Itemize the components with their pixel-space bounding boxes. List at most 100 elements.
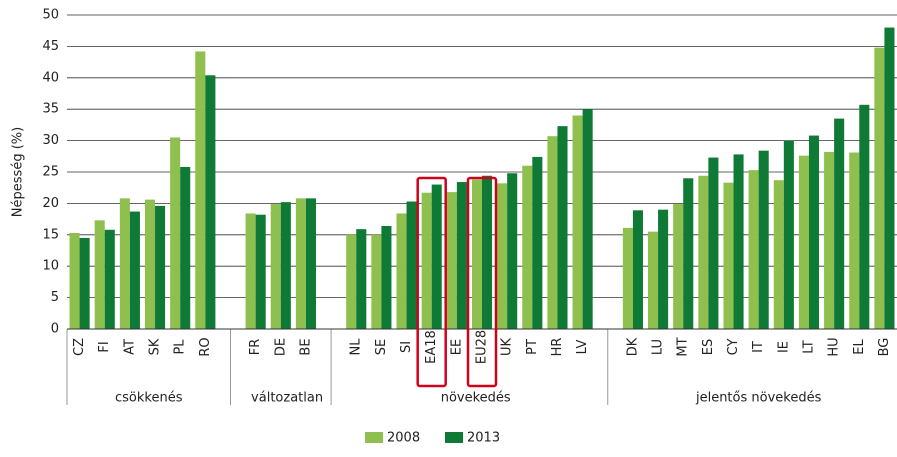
legend-label: 2013 — [467, 431, 500, 446]
bar — [874, 47, 885, 329]
highlight-box — [416, 176, 447, 388]
bar — [824, 151, 835, 329]
x-tick-label: ES — [701, 339, 716, 355]
bar — [421, 192, 432, 329]
bar — [104, 229, 115, 329]
bar — [305, 198, 316, 329]
x-tick-label: DE — [273, 338, 288, 356]
bar — [482, 175, 493, 329]
bar — [884, 27, 895, 330]
x-tick-label: PT — [525, 339, 540, 355]
y-tick-label: 20 — [42, 196, 59, 211]
x-tick-label: UK — [500, 338, 515, 357]
bar — [622, 227, 633, 329]
bar — [371, 234, 382, 329]
x-tick-label: SI — [399, 341, 414, 353]
bar — [280, 202, 291, 329]
bar — [119, 198, 130, 329]
bar — [270, 204, 281, 329]
x-tick-label: NL — [349, 338, 364, 356]
legend-swatch — [365, 432, 383, 443]
bar — [733, 154, 744, 329]
x-tick-label: EU28 — [475, 330, 490, 364]
bar — [431, 184, 442, 329]
y-tick-label: 50 — [42, 8, 59, 23]
bar — [658, 209, 669, 329]
bar — [849, 152, 860, 329]
bar — [456, 182, 467, 329]
bar — [698, 175, 709, 329]
bar — [547, 136, 558, 329]
group-label: változatlan — [251, 391, 323, 406]
bar — [245, 213, 256, 329]
bar — [632, 210, 643, 329]
x-tick-label: FR — [248, 339, 263, 356]
bar — [446, 192, 457, 329]
bar — [69, 232, 80, 329]
bar — [859, 104, 870, 329]
bar — [155, 205, 166, 329]
bar — [497, 183, 508, 329]
bar — [783, 140, 794, 329]
bar — [773, 180, 784, 329]
bar — [723, 182, 734, 329]
y-tick-label: 40 — [42, 70, 59, 85]
y-tick-label: 15 — [42, 227, 59, 242]
x-tick-label: IT — [751, 341, 766, 353]
bar — [94, 220, 105, 329]
group-label: növekedés — [441, 391, 511, 406]
x-tick-label: AT — [122, 339, 137, 355]
bar — [195, 51, 206, 329]
x-tick-label: HU — [827, 337, 842, 356]
bar — [808, 135, 820, 329]
bar — [748, 170, 759, 329]
x-tick-label: EE — [449, 339, 464, 355]
bar — [708, 157, 719, 329]
legend-swatch — [445, 432, 463, 443]
bar — [356, 229, 367, 329]
x-tick-label: HR — [550, 338, 565, 357]
x-tick-label: IE — [776, 341, 791, 353]
bar — [205, 75, 216, 330]
x-tick-label: RO — [198, 337, 213, 356]
bar — [582, 109, 593, 329]
bar — [255, 214, 266, 329]
x-tick-label: BG — [877, 338, 892, 357]
bar — [406, 201, 417, 329]
x-tick-label: MT — [676, 337, 691, 356]
x-tick-label: CZ — [72, 338, 87, 356]
x-tick-label: SK — [148, 338, 163, 355]
bar — [507, 173, 518, 329]
bar — [557, 126, 568, 329]
x-tick-label: CY — [726, 339, 741, 356]
bar — [295, 198, 306, 329]
x-tick-label: EL — [852, 339, 867, 355]
group-label: csökkenés — [115, 391, 183, 406]
x-tick-label: EA18 — [424, 330, 439, 364]
x-tick-label: LV — [575, 340, 590, 355]
y-tick-label: 10 — [42, 259, 59, 274]
y-tick-label: 0 — [51, 322, 59, 337]
bar — [758, 150, 769, 329]
x-tick-label: BE — [298, 338, 313, 355]
highlight-box — [466, 176, 498, 388]
x-tick-label: FI — [97, 341, 112, 352]
bar — [180, 166, 191, 329]
y-tick-label: 35 — [42, 102, 59, 117]
bar — [79, 237, 90, 329]
bar — [381, 226, 392, 329]
bar — [798, 155, 809, 329]
bar — [396, 213, 407, 329]
x-tick-label: DK — [625, 337, 640, 356]
y-tick-label: 25 — [42, 165, 59, 180]
x-tick-label: LU — [651, 339, 666, 355]
bar — [673, 204, 684, 329]
bar — [572, 115, 583, 329]
bar — [834, 118, 845, 330]
bar — [346, 234, 357, 329]
legend-label: 2008 — [387, 431, 420, 446]
bar — [471, 179, 482, 329]
y-tick-label: 45 — [42, 39, 59, 54]
x-tick-label: SE — [374, 339, 389, 355]
